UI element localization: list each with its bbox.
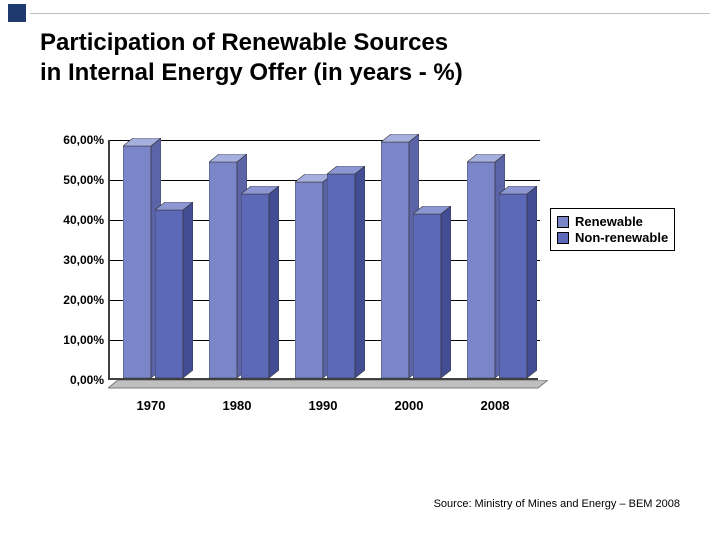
x-axis-label: 1990 [309,398,338,413]
x-axis-label: 2000 [395,398,424,413]
legend-swatch [557,216,569,228]
bar-non-renewable [241,186,279,378]
legend-swatch [557,232,569,244]
y-axis: 0,00%10,00%20,00%30,00%40,00%50,00%60,00… [50,140,108,380]
y-tick-label: 20,00% [63,293,104,307]
y-tick-label: 50,00% [63,173,104,187]
x-axis-label: 2008 [481,398,510,413]
plot-area [108,140,538,380]
source-caption: Source: Ministry of Mines and Energy – B… [434,498,680,510]
legend-label: Non-renewable [575,230,668,245]
chart-container: 0,00%10,00%20,00%30,00%40,00%50,00%60,00… [50,140,670,430]
chart-title-line1: Participation of Renewable Sources [40,28,463,58]
x-axis-label: 1970 [137,398,166,413]
y-tick-label: 60,00% [63,133,104,147]
bar-non-renewable [155,202,193,378]
y-tick-label: 30,00% [63,253,104,267]
chart-title-line2: in Internal Energy Offer (in years - %) [40,58,463,88]
slide-accent-line [30,13,710,14]
slide-accent-square [8,4,26,22]
y-tick-label: 0,00% [70,373,104,387]
legend-item: Non-renewable [557,230,668,245]
bar-non-renewable [327,166,365,378]
y-tick-label: 40,00% [63,213,104,227]
chart-title: Participation of Renewable Sources in In… [40,28,463,88]
bar-non-renewable [413,206,451,378]
chart-floor [108,380,538,394]
x-axis-labels: 1970 1980 1990 2000 2008 [108,398,538,422]
y-tick-label: 10,00% [63,333,104,347]
bar-non-renewable [499,186,537,378]
legend-item: Renewable [557,214,668,229]
bars-layer [110,138,540,378]
x-axis-label: 1980 [223,398,252,413]
legend-label: Renewable [575,214,643,229]
chart-legend: RenewableNon-renewable [550,208,675,251]
